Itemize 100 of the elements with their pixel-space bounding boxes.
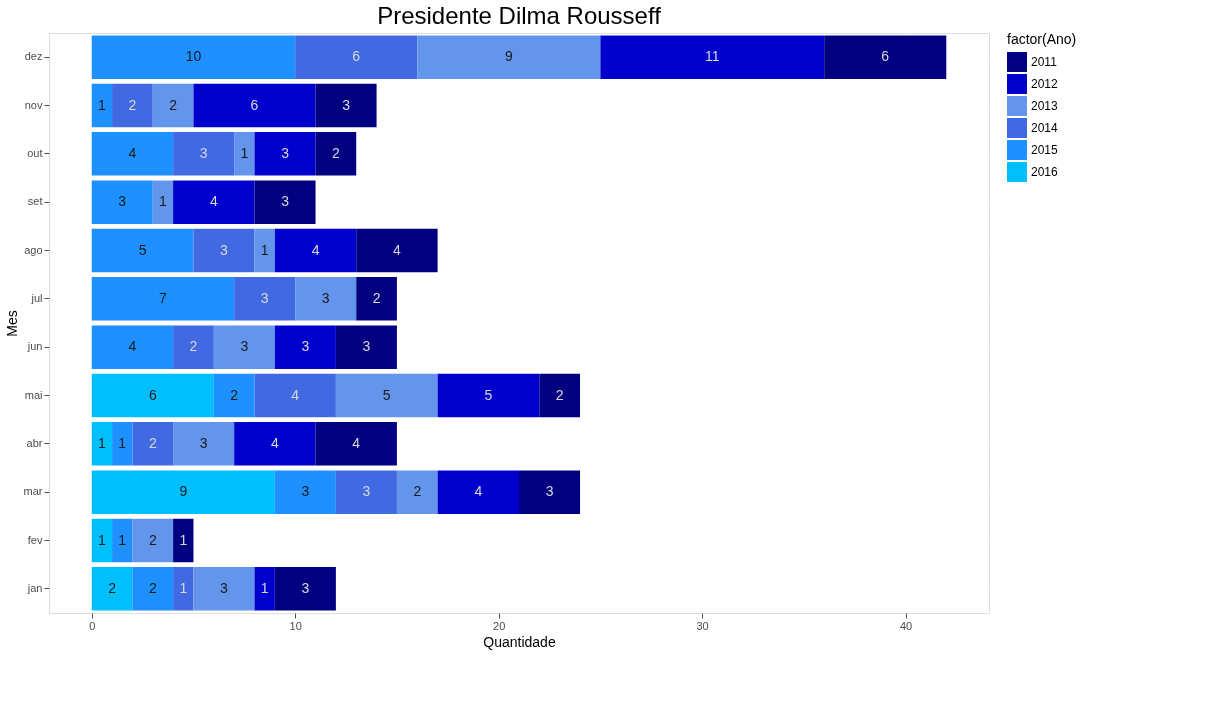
data-label: 3: [362, 483, 371, 500]
legend-label: 2011: [1031, 55, 1058, 69]
data-label: 4: [291, 386, 300, 403]
x-tick-label: 30: [696, 619, 709, 632]
bar: [112, 83, 153, 128]
y-tick-label: abr: [26, 436, 43, 449]
data-label: 2: [372, 289, 381, 306]
bar: [91, 325, 174, 369]
bar: [254, 567, 275, 611]
bar: [335, 325, 397, 369]
data-label: 4: [393, 241, 402, 258]
data-label: 1: [260, 241, 269, 258]
data-label: 3: [545, 483, 554, 500]
data-label: 3: [281, 144, 290, 161]
bar: [173, 422, 235, 466]
data-label: 3: [220, 579, 229, 596]
data-label: 3: [281, 193, 290, 210]
bar: [234, 277, 296, 321]
bar: [254, 180, 316, 224]
x-tick-label: 20: [493, 619, 506, 632]
data-label: 4: [270, 434, 279, 451]
data-label: 2: [148, 579, 157, 596]
data-label: 2: [169, 96, 178, 113]
y-tick-label: mai: [24, 388, 43, 401]
x-tick-label: 40: [899, 619, 913, 632]
bar: [173, 132, 235, 176]
data-label: 6: [148, 386, 157, 403]
data-label: 1: [159, 193, 168, 210]
bar: [274, 567, 336, 611]
data-label: 11: [705, 48, 720, 65]
bar: [274, 228, 357, 273]
bar: [335, 373, 438, 418]
bar: [274, 325, 336, 369]
data-label: 3: [362, 338, 371, 355]
data-label: 3: [301, 338, 310, 355]
data-label: 9: [179, 483, 188, 500]
legend-label: 2015: [1031, 143, 1059, 157]
data-label: 5: [382, 386, 391, 403]
bar: [91, 422, 113, 466]
data-label: 1: [260, 579, 269, 596]
data-label: 2: [108, 579, 117, 596]
data-label: 7: [159, 289, 168, 306]
data-label: 2: [148, 531, 157, 548]
bar: [193, 228, 255, 273]
bar: [213, 325, 275, 369]
bar: [91, 277, 235, 321]
legend-label: 2013: [1031, 99, 1059, 113]
data-label: 3: [199, 144, 208, 161]
bar: [254, 228, 275, 273]
data-label: 3: [301, 579, 310, 596]
data-label: 4: [209, 193, 218, 210]
y-tick-label: nov: [24, 98, 43, 111]
bar: [254, 132, 316, 176]
data-label: 3: [301, 483, 310, 500]
bar: [437, 373, 540, 418]
bar: [91, 132, 174, 176]
bar: [173, 518, 194, 563]
data-label: 4: [128, 144, 137, 161]
bar: [91, 518, 113, 563]
bar: [91, 35, 296, 79]
data-label: 2: [128, 96, 137, 113]
bar: [173, 567, 194, 611]
y-tick-label: jan: [26, 581, 43, 594]
data-label: 2: [331, 144, 340, 161]
data-label: 2: [148, 434, 157, 451]
data-label: 3: [260, 289, 269, 306]
bar: [132, 518, 174, 563]
bar: [234, 422, 316, 466]
bar: [152, 180, 174, 224]
data-label: 5: [138, 241, 147, 258]
data-label: 3: [342, 96, 351, 113]
y-tick-label: jul: [30, 291, 43, 304]
x-tick-label: 10: [289, 619, 302, 632]
bar: [213, 373, 255, 418]
bar: [600, 35, 825, 79]
y-tick-label: fev: [27, 533, 43, 546]
y-tick-label: ago: [24, 243, 43, 256]
legend-label: 2012: [1031, 77, 1059, 91]
bar: [295, 277, 357, 321]
y-tick-label: set: [27, 195, 43, 208]
data-label: 1: [98, 434, 106, 451]
bar: [315, 422, 397, 466]
data-label: 2: [189, 338, 198, 355]
bar: [91, 373, 214, 418]
y-tick-label: out: [27, 146, 43, 159]
legend-label: 2016: [1031, 165, 1059, 179]
bar: [396, 470, 438, 514]
chart-title: Presidente Dilma Rousseff: [377, 2, 662, 29]
legend-label: 2014: [1031, 121, 1059, 135]
data-label: 4: [352, 434, 361, 451]
bar: [315, 83, 377, 128]
bar: [91, 228, 194, 273]
bar: [91, 180, 153, 224]
data-label: 3: [220, 241, 229, 258]
data-label: 1: [98, 531, 106, 548]
bar: [112, 422, 133, 466]
bar: [417, 35, 601, 79]
data-label: 3: [199, 434, 208, 451]
bar: [152, 83, 194, 128]
data-label: 5: [484, 386, 493, 403]
